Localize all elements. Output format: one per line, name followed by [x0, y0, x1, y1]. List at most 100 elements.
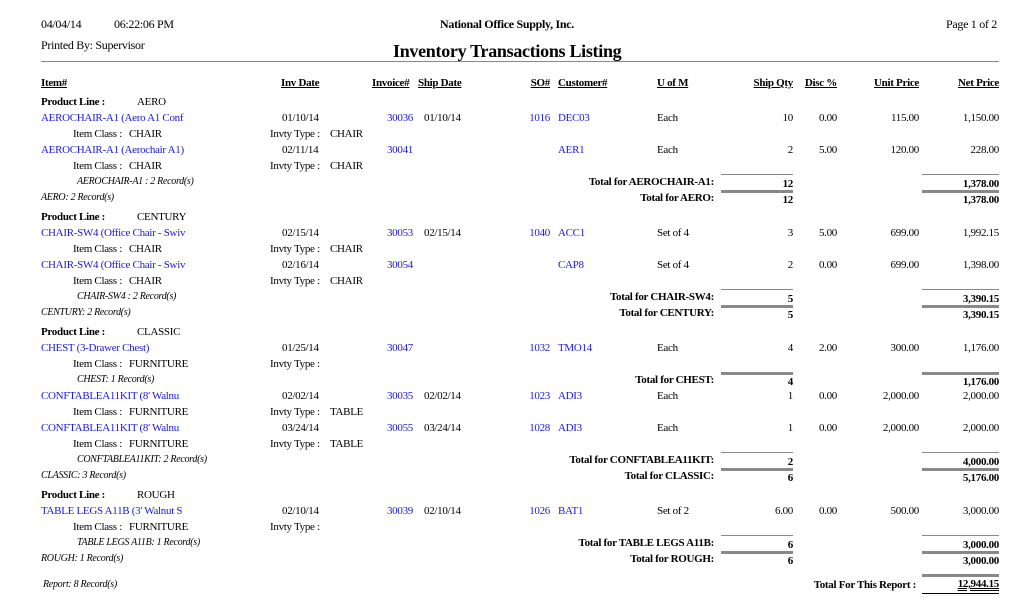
item-link[interactable]: CONFTABLEA11KIT (8' Walnu: [41, 390, 179, 402]
customer-link[interactable]: ADI3: [558, 422, 582, 434]
group-total-qty: 5: [787, 293, 794, 305]
inv-date: 02/02/14: [282, 390, 319, 402]
ship-qty: 3: [787, 227, 794, 239]
so-link[interactable]: 1028: [529, 422, 550, 434]
product-line-total-rule: [922, 551, 999, 554]
item-link[interactable]: AEROCHAIR-A1 (Aero A1 Conf: [41, 112, 184, 124]
item-class-label: Item Class :: [73, 275, 122, 287]
customer-link[interactable]: ADI3: [558, 390, 582, 402]
item-link[interactable]: CONFTABLEA11KIT (8' Walnu: [41, 422, 179, 434]
invoice-link[interactable]: 30035: [386, 390, 413, 402]
report-total-net: 12,944.15: [957, 578, 1000, 590]
so-link[interactable]: 1032: [529, 342, 550, 354]
item-class: CHAIR: [129, 243, 162, 255]
unit-price: 500.00: [890, 505, 920, 517]
invty-type: CHAIR: [330, 128, 363, 140]
product-line-total-label: Total for AERO:: [640, 192, 714, 204]
invoice-link[interactable]: 30055: [386, 422, 413, 434]
group-total-rule: [922, 174, 999, 175]
unit-price: 2,000.00: [882, 390, 919, 402]
so-link[interactable]: 1023: [529, 390, 550, 402]
invty-type: TABLE: [330, 406, 364, 418]
net-price: 1,176.00: [962, 342, 999, 354]
disc: 0.00: [818, 422, 837, 434]
disc: 0.00: [818, 390, 837, 402]
product-line-total-row: CLASSIC: 3 Record(s) Total for CLASSIC: 6 5…: [0, 468, 1014, 485]
group-total-net: 4,000.00: [962, 456, 999, 468]
invoice-link[interactable]: 30047: [386, 342, 413, 354]
item-link[interactable]: CHAIR-SW4 (Office Chair - Swiv: [41, 227, 186, 239]
invoice-link[interactable]: 30039: [386, 505, 413, 517]
item-class: FURNITURE: [129, 358, 189, 370]
item-class: FURNITURE: [129, 438, 189, 450]
ship-date: 02/02/14: [424, 390, 461, 402]
group-total-net: 3,000.00: [962, 539, 999, 551]
item-class-label: Item Class :: [73, 438, 122, 450]
table-row: CONFTABLEA11KIT (8' Walnu 02/02/14 30035 02…: [0, 389, 1014, 405]
ship-qty: 1: [787, 390, 794, 402]
customer-link[interactable]: BAT1: [558, 505, 584, 517]
group-total-label: Total for TABLE LEGS A11B:: [578, 537, 715, 549]
product-line-total-row: ROUGH: 1 Record(s) Total for ROUGH: 6 3,000…: [0, 551, 1014, 568]
customer-link[interactable]: TMO14: [558, 342, 592, 354]
customer-link[interactable]: CAP8: [558, 259, 584, 271]
item-class-label: Item Class :: [73, 128, 122, 140]
print-date: 04/04/14: [41, 17, 82, 31]
item-link[interactable]: TABLE LEGS A11B (3' Walnut S: [41, 505, 183, 517]
disc: 5.00: [818, 227, 837, 239]
item-detail-row: Item Class : CHAIR Invty Type : CHAIR: [0, 242, 1014, 258]
item-link[interactable]: AEROCHAIR-A1 (Aerochair A1): [41, 144, 184, 156]
customer-link[interactable]: DEC03: [558, 112, 590, 124]
item-class: CHAIR: [129, 128, 162, 140]
page-number: Page 1 of 2: [945, 17, 997, 31]
group-total-qty: 12: [782, 178, 794, 190]
invoice-link[interactable]: 30036: [386, 112, 413, 124]
invty-type: CHAIR: [330, 275, 363, 287]
product-line-total-net: 1,378.00: [962, 194, 999, 206]
invoice-link[interactable]: 30054: [386, 259, 413, 271]
so-link[interactable]: 1040: [529, 227, 550, 239]
customer-link[interactable]: AER1: [558, 144, 585, 156]
col-item: Item#: [41, 77, 67, 89]
inv-date: 02/15/14: [282, 227, 319, 239]
invty-type: TABLE: [330, 438, 364, 450]
net-price: 2,000.00: [962, 390, 999, 402]
ship-date: 01/10/14: [424, 112, 461, 124]
group-total-rule: [721, 289, 793, 290]
group-total-rule: [721, 174, 793, 175]
ship-date: 03/24/14: [424, 422, 461, 434]
product-line-header: Product Line : CLASSIC: [0, 325, 1014, 341]
group-total-net: 3,390.15: [962, 293, 999, 305]
table-row: CHAIR-SW4 (Office Chair - Swiv 02/16/14 30…: [0, 258, 1014, 274]
item-class-label: Item Class :: [73, 521, 122, 533]
invoice-link[interactable]: 30053: [386, 227, 413, 239]
col-disc: Disc %: [804, 77, 837, 89]
item-link[interactable]: CHEST (3-Drawer Chest): [41, 342, 150, 354]
product-line-summary: CLASSIC: 3 Record(s): [41, 470, 126, 481]
group-total-row: TABLE LEGS A11B: 1 Record(s) Total for TA…: [0, 535, 1014, 552]
product-line-label: Product Line :: [41, 211, 106, 223]
group-total-row: CONFTABLEA11KIT: 2 Record(s) Total for CO…: [0, 452, 1014, 469]
disc: 0.00: [818, 505, 837, 517]
col-net-price: Net Price: [958, 77, 999, 89]
so-link[interactable]: 1016: [529, 112, 550, 124]
invty-type-label: Invty Type :: [270, 275, 320, 287]
so-link[interactable]: 1026: [529, 505, 550, 517]
disc: 2.00: [818, 342, 837, 354]
invty-type-label: Invty Type :: [270, 521, 320, 533]
printed-by: Printed By: Supervisor: [41, 38, 145, 52]
inv-date: 03/24/14: [282, 422, 319, 434]
ship-qty: 6.00: [774, 505, 793, 517]
invoice-link[interactable]: 30041: [386, 144, 413, 156]
item-link[interactable]: CHAIR-SW4 (Office Chair - Swiv: [41, 259, 186, 271]
report-title: Inventory Transactions Listing: [393, 41, 622, 61]
group-summary: CHEST: 1 Record(s): [77, 374, 154, 385]
table-row: AEROCHAIR-A1 (Aerochair A1) 02/11/14 30041…: [0, 143, 1014, 159]
uofm: Set of 2: [657, 505, 689, 517]
col-customer: Customer#: [558, 77, 608, 89]
product-line-total-label: Total for CENTURY:: [619, 307, 714, 319]
unit-price: 699.00: [890, 259, 920, 271]
inv-date: 02/16/14: [282, 259, 319, 271]
customer-link[interactable]: ACC1: [558, 227, 585, 239]
product-line-total-row: AERO: 2 Record(s) Total for AERO: 12 1,378.…: [0, 190, 1014, 207]
